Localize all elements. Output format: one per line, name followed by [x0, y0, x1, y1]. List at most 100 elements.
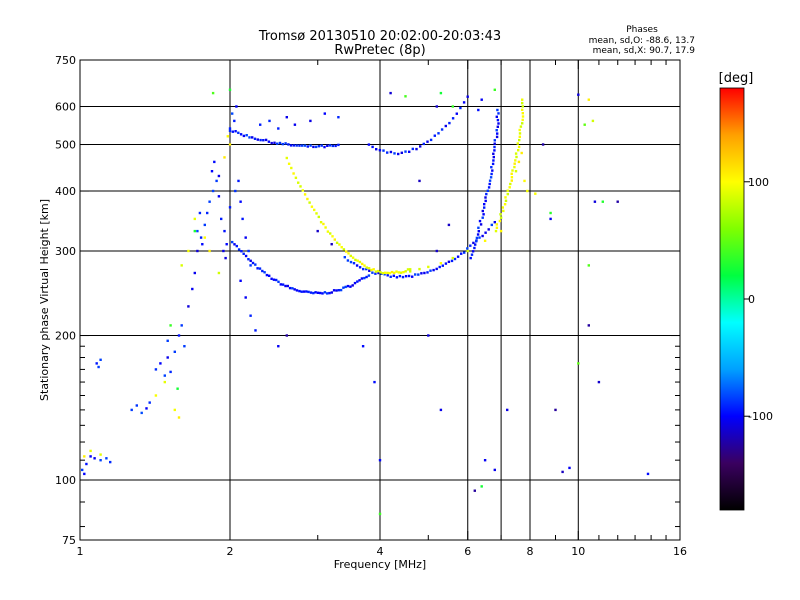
echo-point	[502, 209, 505, 213]
echo-point	[493, 468, 496, 472]
echo-point	[473, 246, 476, 250]
echo-point	[549, 211, 552, 215]
echo-point	[506, 192, 509, 196]
echo-point	[292, 172, 295, 175]
echo-point	[429, 269, 432, 272]
echo-point	[478, 236, 481, 239]
echo-point	[180, 324, 183, 327]
echo-point	[523, 179, 526, 183]
phase-box-x-mode: mean, sd,X: 90.7, 17.9	[593, 46, 696, 56]
echo-point	[435, 267, 438, 271]
x-tick-label: 6	[464, 545, 471, 558]
echo-point	[392, 274, 395, 277]
echo-point	[81, 468, 84, 472]
echo-point	[485, 192, 488, 196]
echo-point	[514, 170, 518, 173]
echo-point	[483, 239, 487, 242]
x-axis-label: Frequency [MHz]	[334, 558, 426, 571]
echo-point	[426, 140, 429, 143]
echo-point	[451, 105, 454, 108]
echo-point	[382, 149, 385, 152]
echo-point	[386, 274, 389, 277]
echo-point	[492, 159, 495, 162]
echo-point	[180, 264, 183, 267]
echo-point	[398, 274, 402, 278]
echo-point	[284, 142, 287, 145]
echo-point	[140, 411, 143, 415]
echo-point	[370, 268, 373, 272]
echo-point	[477, 230, 480, 233]
y-tick-label: 300	[55, 245, 76, 258]
echo-point	[163, 380, 166, 384]
echo-point	[389, 150, 393, 154]
echo-point	[411, 147, 414, 151]
echo-point	[208, 200, 211, 203]
y-tick-label: 500	[55, 139, 76, 152]
echo-point	[520, 151, 523, 155]
echo-point	[249, 259, 252, 262]
echo-point	[463, 251, 466, 254]
echo-point	[183, 345, 186, 348]
echo-point	[270, 141, 273, 145]
echo-point	[400, 151, 403, 154]
echo-point	[275, 278, 278, 282]
echo-point	[163, 374, 166, 377]
echo-point	[521, 115, 525, 118]
echo-point	[483, 206, 486, 209]
echo-point	[444, 262, 448, 265]
echo-point	[199, 236, 203, 239]
echo-point	[239, 133, 243, 136]
echo-point	[300, 290, 303, 293]
echo-point	[419, 145, 422, 148]
echo-point	[332, 289, 336, 292]
echo-point	[290, 166, 293, 170]
echo-point	[478, 219, 482, 223]
echo-point	[353, 281, 357, 285]
echo-point	[295, 289, 299, 292]
echo-point	[526, 189, 529, 193]
echo-point	[213, 160, 216, 164]
echo-point	[371, 271, 374, 274]
echo-point	[342, 286, 345, 289]
echo-point	[476, 233, 480, 236]
echo-point	[228, 143, 232, 146]
echo-point	[166, 339, 169, 342]
echo-point	[323, 145, 326, 149]
echo-point	[89, 455, 92, 458]
echo-point	[397, 271, 400, 274]
echo-point	[499, 213, 502, 216]
echo-point	[480, 485, 483, 488]
echo-point	[225, 243, 228, 246]
echo-point	[374, 272, 377, 275]
echo-point	[346, 284, 350, 288]
echo-point	[344, 285, 347, 289]
echo-point	[247, 258, 250, 261]
echo-point	[287, 162, 291, 165]
echo-point	[487, 186, 491, 189]
echo-point	[441, 264, 444, 267]
echo-point	[496, 132, 499, 135]
echo-point	[591, 119, 595, 123]
echo-point	[514, 152, 518, 155]
echo-point	[495, 135, 499, 139]
echo-point	[277, 280, 280, 283]
echo-point	[367, 274, 371, 277]
echo-point	[242, 134, 246, 138]
echo-point	[289, 144, 293, 147]
echo-point	[469, 244, 472, 247]
echo-point	[492, 155, 495, 159]
echo-point	[510, 172, 513, 175]
echo-point	[462, 101, 466, 104]
echo-point	[451, 117, 455, 120]
echo-point	[95, 362, 98, 365]
echo-point	[506, 408, 509, 412]
echo-point	[307, 290, 310, 294]
echo-point	[448, 121, 451, 125]
echo-point	[482, 213, 485, 216]
echo-point	[316, 291, 320, 294]
echo-point	[493, 145, 496, 149]
echo-point	[518, 135, 521, 138]
echo-point	[278, 141, 282, 145]
echo-point	[475, 236, 479, 240]
echo-point	[302, 290, 306, 293]
